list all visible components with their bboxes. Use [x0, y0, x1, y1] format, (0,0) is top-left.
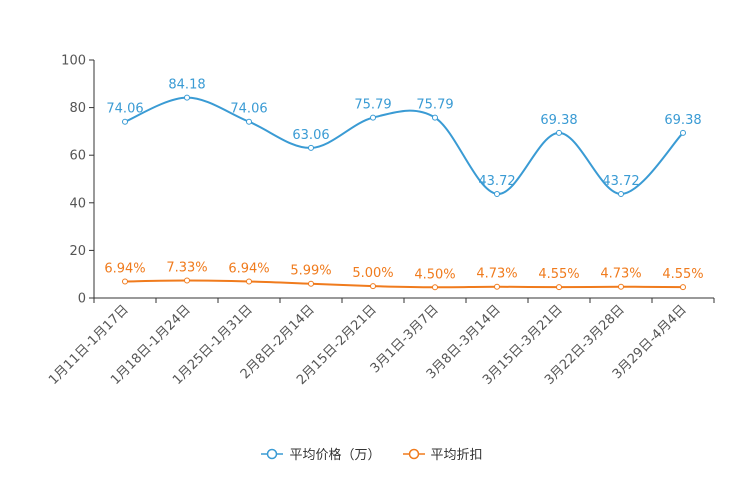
y-tick-label: 100	[61, 54, 86, 69]
data-label-discount: 7.33%	[166, 261, 207, 276]
data-label-price: 43.72	[478, 174, 515, 189]
y-tick-label: 40	[69, 196, 86, 211]
data-label-price: 69.38	[540, 113, 577, 128]
data-label-discount: 4.73%	[476, 267, 517, 282]
y-axis: 0 20 40 60 80 100	[61, 54, 95, 307]
data-label-price: 84.18	[168, 78, 205, 93]
data-label-price: 74.06	[230, 102, 267, 117]
data-point-discount[interactable]	[370, 283, 376, 290]
legend-swatch-price	[261, 448, 284, 459]
data-point-discount[interactable]	[308, 280, 314, 287]
legend-label-price: 平均价格（万）	[289, 448, 381, 463]
data-point-discount[interactable]	[432, 284, 438, 291]
data-label-discount: 5.99%	[290, 264, 331, 279]
data-point-price[interactable]	[184, 94, 190, 101]
data-point-discount[interactable]	[246, 278, 252, 285]
data-point-discount[interactable]	[556, 284, 562, 291]
data-point-discount[interactable]	[494, 283, 500, 290]
x-axis: 1月11日-1月17日1月18日-1月24日1月25日-1月31日2月8日-2月…	[46, 297, 715, 388]
legend-swatch-discount	[402, 448, 425, 459]
y-tick-label: 0	[78, 292, 86, 307]
data-label-discount: 4.50%	[414, 267, 455, 282]
series-layer: 74.06 84.18 74.06 63.06 75.79 75.79 43.72 69.38…	[104, 78, 704, 291]
data-point-discount[interactable]	[122, 278, 128, 285]
data-point-price[interactable]	[494, 190, 500, 197]
data-label-price: 75.79	[416, 98, 453, 113]
data-point-price[interactable]	[246, 118, 252, 125]
data-point-price[interactable]	[308, 144, 314, 151]
legend-label-discount: 平均折扣	[430, 448, 483, 463]
data-label-price: 69.38	[664, 113, 701, 128]
data-label-discount: 4.55%	[662, 267, 703, 282]
data-point-price[interactable]	[618, 190, 624, 197]
legend-item-price[interactable]: 平均价格（万）	[261, 444, 381, 463]
data-label-discount: 4.55%	[538, 267, 579, 282]
series-line-price	[124, 96, 684, 195]
data-point-price[interactable]	[680, 129, 686, 136]
series-line-discount	[124, 279, 684, 289]
series-discount: 6.94% 7.33% 6.94% 5.99% 5.00% 4.50% 4.73% 4.55%…	[104, 261, 704, 291]
data-label-price: 43.72	[602, 174, 639, 189]
data-point-price[interactable]	[122, 118, 128, 125]
data-label-discount: 4.73%	[600, 267, 641, 282]
data-label-price: 74.06	[106, 102, 143, 117]
data-point-discount[interactable]	[184, 277, 190, 284]
data-label-discount: 5.00%	[352, 266, 393, 281]
data-point-discount[interactable]	[680, 284, 686, 291]
data-label-discount: 6.94%	[104, 261, 145, 276]
legend: 平均价格（万） 平均折扣	[0, 444, 744, 463]
y-tick-label: 60	[69, 149, 86, 164]
legend-item-discount[interactable]: 平均折扣	[402, 444, 483, 463]
data-point-price[interactable]	[556, 129, 562, 136]
series-price: 74.06 84.18 74.06 63.06 75.79 75.79 43.72 69.38…	[106, 78, 702, 197]
data-point-discount[interactable]	[618, 283, 624, 290]
data-label-price: 75.79	[354, 98, 391, 113]
y-tick-label: 80	[69, 101, 86, 116]
data-point-price[interactable]	[370, 114, 376, 121]
y-tick-label: 20	[69, 244, 86, 259]
data-point-price[interactable]	[432, 114, 438, 121]
data-label-discount: 6.94%	[228, 261, 269, 276]
data-label-price: 63.06	[292, 128, 329, 143]
